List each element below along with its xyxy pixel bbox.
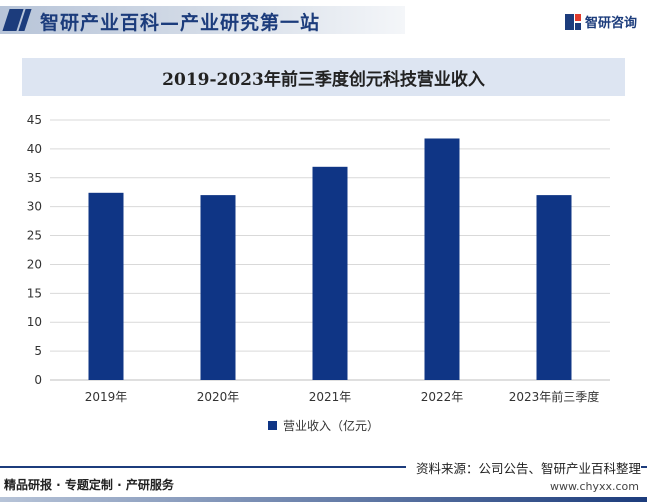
bar [88, 192, 124, 380]
header-title: 智研产业百科—产业研究第一站 [40, 12, 321, 34]
chart-title: 2019-2023年前三季度创元科技营业收入 [162, 69, 485, 90]
legend: 营业收入（亿元） [0, 417, 647, 434]
bar [200, 195, 236, 380]
brand-name: 智研咨询 [584, 16, 637, 31]
legend-swatch [267, 421, 277, 430]
y-tick-label: 10 [27, 315, 42, 329]
source-note: 资料来源：公司公告、智研产业百科整理 [405, 458, 641, 477]
x-tick-label: 2022年 [421, 390, 464, 404]
brand-logo-icon [564, 13, 581, 30]
x-tick-label: 2021年 [309, 390, 352, 404]
y-tick-label: 25 [27, 229, 42, 243]
footer-accent-bar [0, 497, 647, 502]
x-tick-label: 2020年 [197, 390, 240, 404]
x-tick-label: 2019年 [85, 390, 128, 404]
y-tick-label: 5 [34, 344, 42, 358]
header: 智研产业百科—产业研究第一站 智研咨询 [0, 0, 647, 44]
chart-title-box: 2019-2023年前三季度创元科技营业收入 [22, 58, 625, 96]
footer-divider [0, 466, 647, 468]
y-tick-label: 20 [27, 257, 42, 271]
bar [424, 138, 460, 380]
y-tick-label: 15 [27, 286, 42, 300]
footer-tagline: 精品研报 · 专题定制 · 产研服务 [4, 478, 174, 492]
footer-url[interactable]: www.chyxx.com [549, 480, 639, 493]
brand[interactable]: 智研咨询 [564, 12, 637, 31]
y-tick-label: 30 [27, 200, 42, 214]
y-tick-label: 45 [27, 113, 42, 127]
y-tick-label: 40 [27, 142, 42, 156]
header-banner [0, 6, 405, 34]
bar [312, 166, 348, 380]
bar [536, 195, 572, 380]
y-tick-label: 35 [27, 171, 42, 185]
bar-chart: 0 5 10 15 20 25 30 35 40 45 2019年 2020年 2021年 2022年 2… [27, 113, 610, 404]
y-tick-label: 0 [34, 373, 42, 387]
x-tick-label: 2023年前三季度 [509, 389, 600, 404]
legend-label: 营业收入（亿元） [282, 419, 379, 433]
